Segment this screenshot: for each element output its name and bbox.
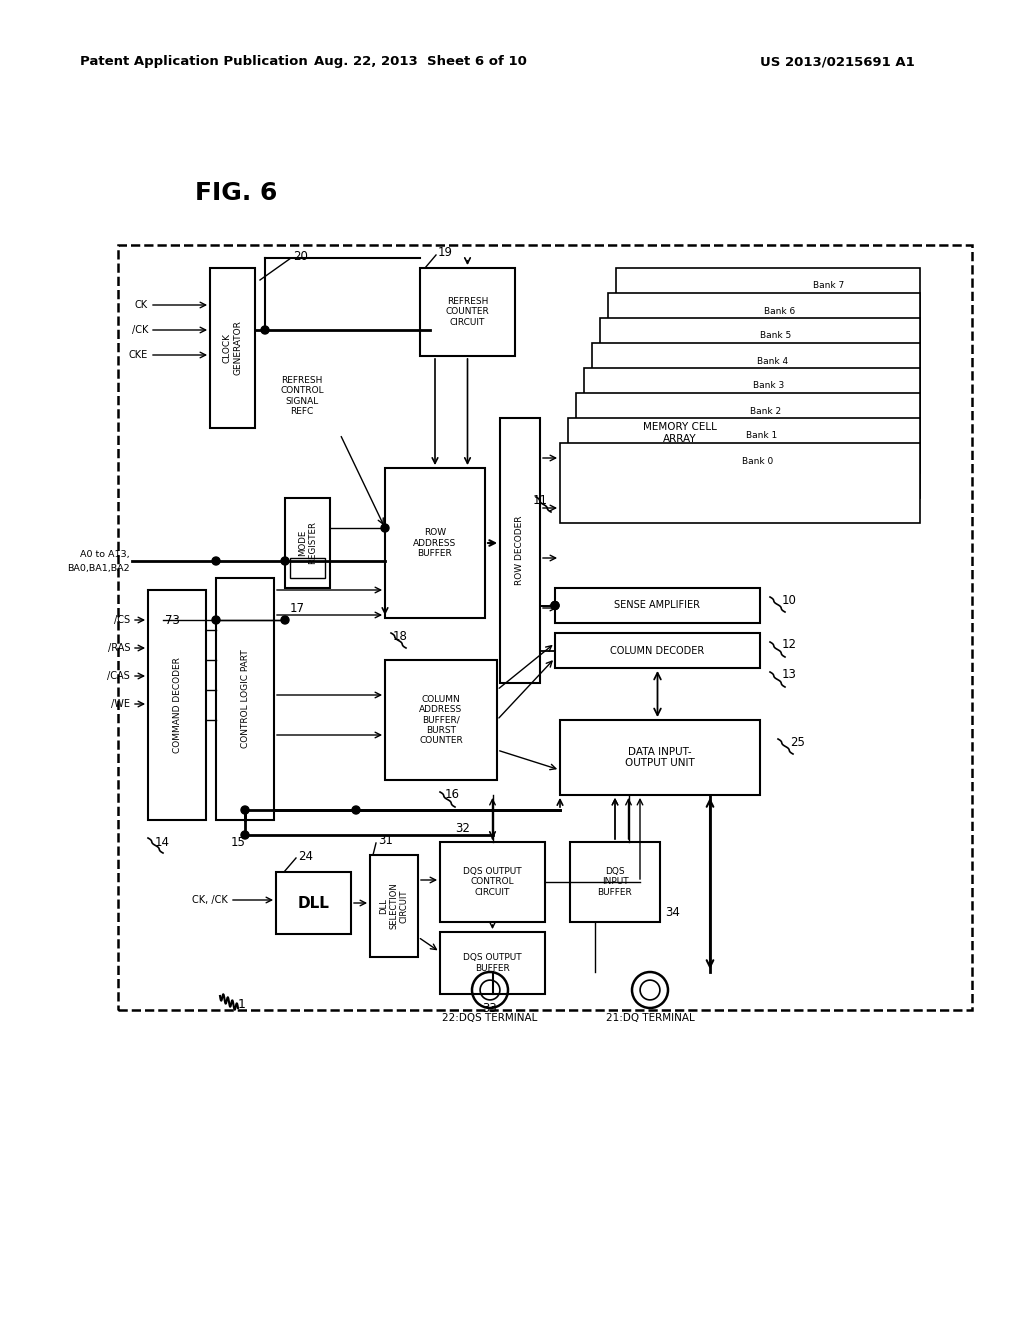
Text: 15: 15 [231, 836, 246, 849]
Text: US 2013/0215691 A1: US 2013/0215691 A1 [760, 55, 914, 69]
Bar [560, 719, 760, 795]
Bar [148, 590, 206, 820]
Bar [285, 498, 330, 587]
Text: /CS: /CS [114, 615, 130, 624]
Text: Bank 0: Bank 0 [742, 457, 773, 466]
Text: Aug. 22, 2013  Sheet 6 of 10: Aug. 22, 2013 Sheet 6 of 10 [313, 55, 526, 69]
Circle shape [241, 832, 249, 840]
Bar [608, 293, 920, 374]
Text: 19: 19 [438, 247, 453, 260]
Text: DLL: DLL [298, 895, 330, 911]
Text: Bank 4: Bank 4 [757, 356, 787, 366]
Circle shape [551, 602, 559, 610]
Text: /RAS: /RAS [108, 643, 130, 653]
Text: CKE: CKE [129, 350, 148, 360]
Bar [555, 634, 760, 668]
Bar [276, 873, 351, 935]
Text: 10: 10 [782, 594, 797, 606]
Circle shape [212, 557, 220, 565]
Text: BA0,BA1,BA2: BA0,BA1,BA2 [68, 564, 130, 573]
Circle shape [212, 616, 220, 624]
Text: 18: 18 [393, 630, 408, 643]
Text: 16: 16 [445, 788, 460, 801]
Text: CONTROL LOGIC PART: CONTROL LOGIC PART [241, 649, 250, 748]
Text: CLOCK
GENERATOR: CLOCK GENERATOR [223, 321, 243, 375]
Text: 13: 13 [782, 668, 797, 681]
Text: COLUMN DECODER: COLUMN DECODER [610, 645, 705, 656]
Bar [420, 268, 515, 356]
Text: REFRESH
CONTROL
SIGNAL
REFC: REFRESH CONTROL SIGNAL REFC [281, 376, 324, 416]
Text: 25: 25 [790, 735, 805, 748]
Text: /CAS: /CAS [108, 671, 130, 681]
Text: MEMORY CELL
ARRAY: MEMORY CELL ARRAY [643, 422, 717, 444]
Text: Patent Application Publication: Patent Application Publication [80, 55, 308, 69]
Text: DQS
INPUT
BUFFER: DQS INPUT BUFFER [598, 867, 633, 896]
Text: CK, /CK: CK, /CK [193, 895, 228, 906]
Bar [570, 842, 660, 921]
Text: Bank 3: Bank 3 [754, 381, 784, 391]
Text: ROW
ADDRESS
BUFFER: ROW ADDRESS BUFFER [414, 528, 457, 558]
Text: 73: 73 [165, 614, 180, 627]
Circle shape [381, 524, 389, 532]
Bar [568, 418, 920, 498]
Bar [385, 660, 497, 780]
Text: 12: 12 [782, 639, 797, 652]
Circle shape [352, 807, 360, 814]
Text: 14: 14 [155, 836, 170, 849]
Text: Bank 1: Bank 1 [745, 432, 777, 441]
Text: DQS OUTPUT
CONTROL
CIRCUIT: DQS OUTPUT CONTROL CIRCUIT [463, 867, 522, 896]
Bar [555, 587, 760, 623]
Text: SENSE AMPLIFIER: SENSE AMPLIFIER [614, 601, 700, 610]
Bar [290, 558, 325, 578]
Bar [440, 932, 545, 994]
Text: DLL
SELECTION
CIRCUIT: DLL SELECTION CIRCUIT [379, 883, 409, 929]
Text: COMMAND DECODER: COMMAND DECODER [172, 657, 181, 752]
Text: 11: 11 [534, 494, 548, 507]
Text: FIG. 6: FIG. 6 [195, 181, 278, 205]
Bar [560, 444, 920, 523]
Text: CK: CK [135, 300, 148, 310]
Text: REFRESH
COUNTER
CIRCUIT: REFRESH COUNTER CIRCUIT [445, 297, 489, 327]
Bar [500, 418, 540, 682]
Text: 21:DQ TERMINAL: 21:DQ TERMINAL [605, 1012, 694, 1023]
Text: 32: 32 [455, 821, 470, 834]
Text: Bank 2: Bank 2 [750, 407, 780, 416]
Text: COLUMN
ADDRESS
BUFFER/
BURST
COUNTER: COLUMN ADDRESS BUFFER/ BURST COUNTER [419, 694, 463, 746]
Circle shape [241, 807, 249, 814]
Bar [440, 842, 545, 921]
Text: 22:DQS TERMINAL: 22:DQS TERMINAL [442, 1012, 538, 1023]
Text: 1: 1 [238, 998, 246, 1011]
Text: DATA INPUT-
OUTPUT UNIT: DATA INPUT- OUTPUT UNIT [625, 747, 695, 768]
Text: 17: 17 [290, 602, 305, 615]
Bar [575, 393, 920, 473]
Text: 24: 24 [298, 850, 313, 862]
Bar [118, 246, 972, 1010]
Bar [584, 368, 920, 447]
Text: A0 to A13,: A0 to A13, [80, 550, 130, 560]
Circle shape [261, 326, 269, 334]
Bar [216, 578, 274, 820]
Text: MODE
REGISTER: MODE REGISTER [298, 521, 317, 565]
Text: Bank 6: Bank 6 [764, 306, 796, 315]
Bar [592, 343, 920, 422]
Circle shape [281, 616, 289, 624]
Circle shape [281, 557, 289, 565]
Bar [600, 318, 920, 399]
Text: /WE: /WE [111, 700, 130, 709]
Bar [210, 268, 255, 428]
Text: 31: 31 [378, 834, 393, 847]
Text: Bank 5: Bank 5 [761, 331, 792, 341]
Text: 33: 33 [482, 1002, 497, 1015]
Text: 34: 34 [665, 906, 680, 919]
Bar [616, 268, 920, 348]
Circle shape [551, 602, 559, 610]
Text: Bank 7: Bank 7 [813, 281, 845, 290]
Text: /CK: /CK [132, 325, 148, 335]
Text: ROW DECODER: ROW DECODER [515, 516, 524, 585]
Text: 20: 20 [293, 249, 308, 263]
Bar [370, 855, 418, 957]
Text: DQS OUTPUT
BUFFER: DQS OUTPUT BUFFER [463, 953, 522, 973]
Bar [385, 469, 485, 618]
